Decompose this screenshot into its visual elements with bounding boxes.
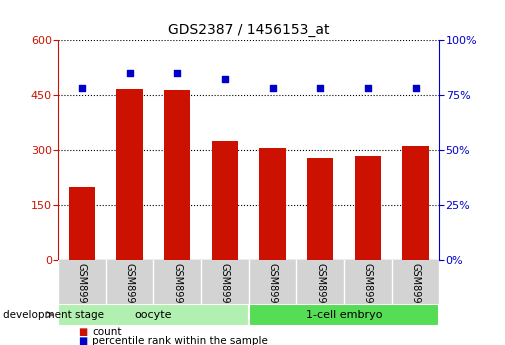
Text: GSM89969: GSM89969: [77, 263, 87, 315]
Text: development stage: development stage: [3, 310, 104, 319]
Text: ■: ■: [78, 327, 87, 337]
Bar: [117, 89, 143, 260]
Point: [173, 70, 181, 76]
Point: [412, 86, 420, 91]
Text: percentile rank within the sample: percentile rank within the sample: [92, 336, 268, 345]
Bar: [402, 146, 429, 260]
Text: oocyte: oocyte: [135, 310, 172, 320]
Title: GDS2387 / 1456153_at: GDS2387 / 1456153_at: [168, 23, 329, 37]
Text: GSM89971: GSM89971: [172, 263, 182, 316]
Text: GSM89975: GSM89975: [363, 263, 373, 316]
Point: [269, 86, 277, 91]
Text: GSM89999: GSM89999: [411, 263, 421, 315]
Bar: [260, 148, 286, 260]
Text: GSM89972: GSM89972: [220, 263, 230, 316]
Bar: [58, 304, 249, 326]
Point: [78, 86, 86, 91]
Bar: [69, 187, 95, 260]
Point: [364, 86, 372, 91]
Bar: [307, 158, 333, 260]
Bar: [164, 90, 190, 260]
Bar: [355, 156, 381, 260]
Text: 1-cell embryo: 1-cell embryo: [306, 310, 382, 320]
Text: count: count: [92, 327, 122, 337]
Point: [316, 86, 324, 91]
Point: [221, 77, 229, 82]
Point: [126, 70, 134, 76]
Bar: [249, 304, 439, 326]
Text: GSM89970: GSM89970: [125, 263, 134, 316]
Text: ■: ■: [78, 336, 87, 345]
Bar: [212, 141, 238, 260]
Text: GSM89974: GSM89974: [315, 263, 325, 316]
Text: GSM89973: GSM89973: [268, 263, 278, 316]
